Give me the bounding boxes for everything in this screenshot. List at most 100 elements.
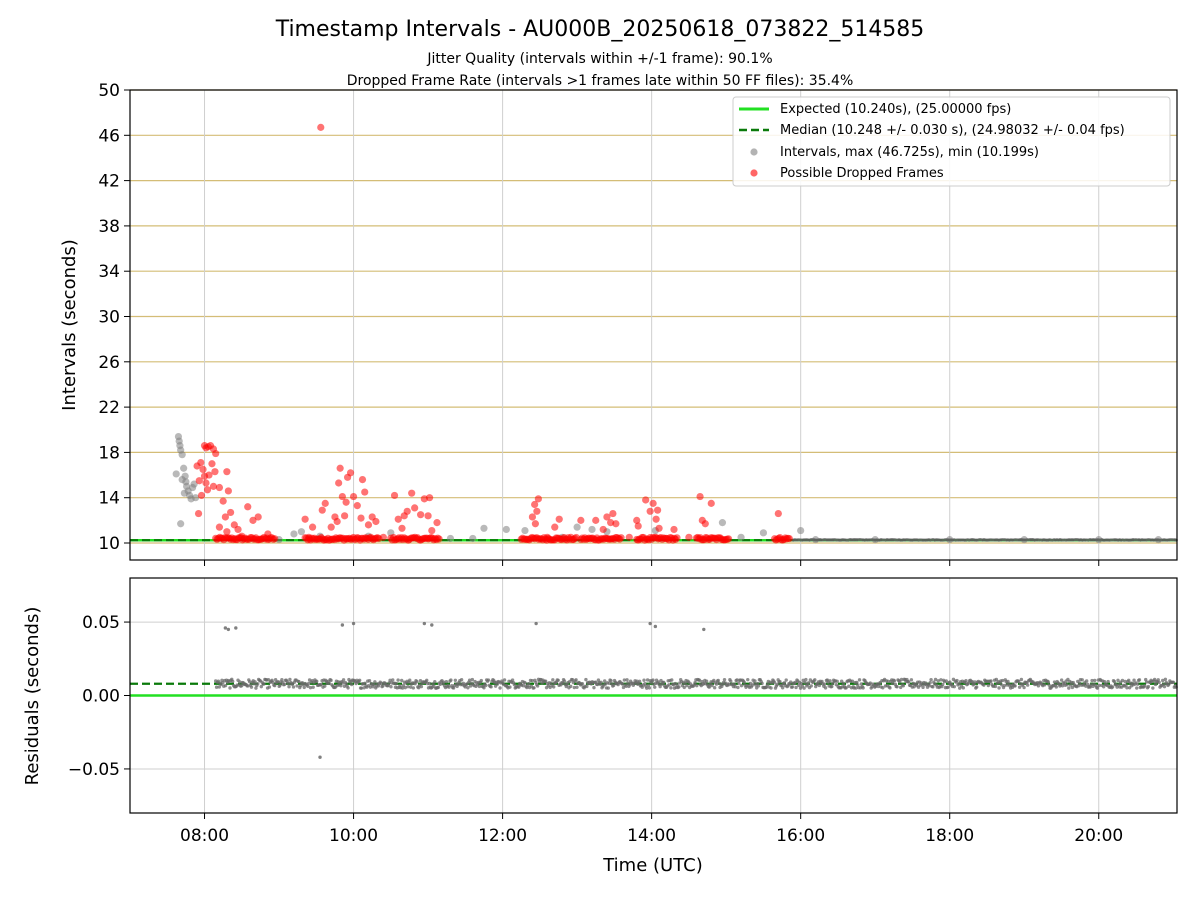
residual-outlier-point	[653, 624, 658, 629]
residual-outlier-point	[223, 626, 228, 630]
residual-point	[1120, 678, 1125, 683]
residual-point	[1042, 683, 1047, 687]
residual-point	[1097, 683, 1101, 688]
residual-point	[710, 683, 714, 688]
dropped-frame-point	[528, 513, 537, 521]
residual-point	[964, 678, 968, 683]
residual-point	[1068, 683, 1073, 687]
residual-point	[585, 684, 589, 689]
dropped-frame-point	[349, 492, 358, 501]
residual-point	[574, 678, 578, 682]
residual-point	[447, 685, 451, 689]
residual-point	[400, 686, 405, 690]
bottom-x-tick-label: 12:00	[478, 826, 527, 846]
residual-point	[850, 679, 855, 683]
residual-point	[946, 685, 950, 689]
interval-point	[180, 489, 188, 497]
dropped-frame-point	[308, 523, 317, 531]
residual-point	[228, 686, 232, 690]
interval-point	[180, 464, 188, 472]
residual-point	[408, 685, 413, 689]
residual-point	[282, 682, 287, 687]
residual-point	[1156, 678, 1160, 682]
residual-point	[997, 686, 1001, 690]
dropped-frame-point	[592, 516, 600, 524]
residual-point	[868, 681, 872, 685]
residual-point	[989, 679, 993, 683]
interval-point	[502, 525, 510, 534]
dropped-frame-point	[215, 483, 224, 492]
dropped-frame-point	[652, 515, 660, 523]
dropped-frame-point	[425, 494, 434, 502]
residual-point	[391, 678, 395, 682]
residual-point	[388, 678, 392, 683]
residual-point	[802, 686, 806, 690]
residual-point	[259, 684, 264, 689]
residual-point	[861, 686, 865, 690]
residual-point	[466, 686, 470, 690]
residual-point	[510, 678, 515, 682]
residual-point	[854, 686, 858, 690]
residual-point	[427, 681, 432, 686]
residual-point	[508, 685, 512, 689]
residual-point	[645, 686, 649, 690]
dropped-frame-point	[646, 507, 654, 515]
residual-point	[1101, 685, 1106, 689]
residual-point	[1163, 677, 1168, 682]
residual-point	[339, 684, 343, 688]
residual-point	[419, 684, 424, 689]
residual-point	[646, 683, 651, 687]
residual-point	[1137, 678, 1142, 682]
top-y-tick-label: 34	[98, 262, 120, 282]
residual-point	[1054, 685, 1058, 689]
residual-point	[254, 686, 258, 690]
top-y-tick-label: 18	[98, 443, 120, 463]
dropped-frame-point	[301, 515, 309, 523]
residual-point	[712, 686, 717, 690]
residual-point	[449, 678, 453, 682]
residual-point	[526, 681, 531, 686]
dropped-frame-point	[223, 528, 231, 536]
residual-point	[1067, 686, 1071, 690]
dropped-frame-point	[555, 515, 563, 523]
interval-point	[759, 529, 768, 537]
residual-point	[735, 678, 739, 682]
residual-point	[1085, 682, 1090, 687]
residual-point	[477, 684, 482, 689]
residual-point	[1080, 678, 1084, 682]
dropped-frame-point	[417, 511, 425, 519]
legend-median-label: Median (10.248 +/- 0.030 s), (24.98032 +…	[780, 123, 1125, 138]
dropped-frame-point	[701, 520, 709, 528]
dropped-frame-point	[394, 515, 402, 523]
residual-point	[1106, 679, 1110, 684]
residual-point	[295, 684, 299, 688]
interval-point	[178, 475, 186, 484]
residual-point	[898, 685, 903, 690]
residual-point	[433, 680, 437, 684]
residual-point	[286, 681, 290, 686]
residual-point	[973, 680, 977, 684]
bottom-y-tick-label: −0.05	[68, 760, 120, 780]
bottom-y-tick-label: 0.05	[82, 613, 120, 633]
residual-point	[379, 681, 383, 686]
dropped-frame-point	[408, 489, 416, 497]
residual-point	[444, 679, 449, 684]
residual-point	[1095, 686, 1100, 690]
dropped-frame-point	[318, 506, 326, 514]
residual-point	[341, 678, 346, 682]
dropped-frame-point	[327, 523, 335, 531]
interval-point	[177, 520, 185, 528]
residual-point	[912, 685, 916, 689]
dropped-frame-point	[543, 533, 551, 541]
residual-point	[1151, 686, 1155, 690]
residual-point	[909, 678, 914, 682]
legend-intervals-label: Intervals, max (46.725s), min (10.199s)	[780, 145, 1039, 160]
gray-interval-points	[172, 432, 1178, 544]
residual-point	[772, 680, 777, 685]
residual-point	[760, 681, 764, 686]
residual-point	[729, 679, 733, 683]
dropped-frame-point	[685, 533, 693, 541]
residual-point	[467, 678, 472, 682]
dropped-frame-point	[531, 520, 539, 528]
